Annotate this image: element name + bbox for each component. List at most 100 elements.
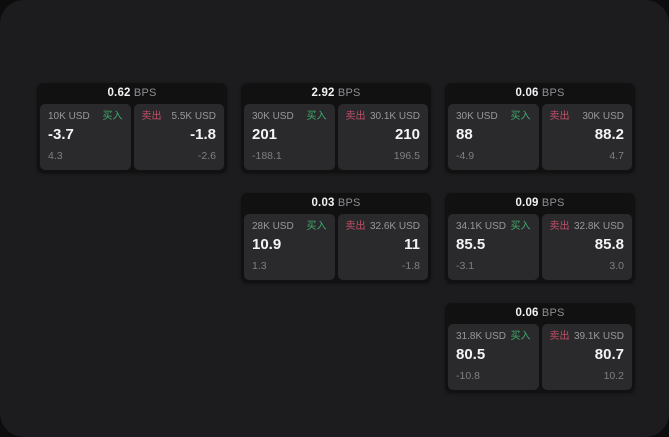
buy-amount-label: 30K USD: [456, 111, 498, 122]
bps-suffix-label: BPS: [337, 87, 361, 99]
buy-panel[interactable]: 30K USD 买入 88 -4.9: [448, 104, 539, 170]
quote-card-body: 30K USD 买入 201 -188.1 卖出 30.1K USD 210 1…: [241, 104, 431, 173]
buy-price-value: -3.7: [48, 126, 74, 143]
sell-amount-label: 32.8K USD: [573, 221, 624, 232]
buy-delta-value: -4.9: [456, 150, 475, 162]
buy-delta-value: 4.3: [48, 150, 63, 162]
bps-value: 0.06: [515, 87, 539, 99]
buy-price-value: 80.5: [456, 346, 486, 363]
buy-delta-value: 1.3: [252, 260, 267, 272]
sell-price-value: 85.8: [594, 236, 624, 253]
sell-panel-header: 卖出 32.8K USD: [550, 221, 625, 233]
bps-header: 0.03 BPS: [241, 193, 431, 214]
buy-price-value: 201: [252, 126, 278, 143]
sell-panel[interactable]: 卖出 32.8K USD 85.8 3.0: [541, 214, 632, 280]
quote-card: 0.06 BPS 30K USD 买入 88 -4.9 卖出 30K USD 8…: [445, 83, 635, 173]
buy-side-label: 买入: [306, 111, 327, 122]
sell-panel-header: 卖出 30.1K USD: [346, 111, 421, 123]
buy-amount-label: 34.1K USD: [456, 221, 507, 232]
bps-suffix-label: BPS: [541, 87, 565, 99]
buy-panel-header: 28K USD 买入: [252, 221, 327, 233]
buy-panel[interactable]: 30K USD 买入 201 -188.1: [244, 104, 335, 170]
sell-price-value: 210: [394, 126, 420, 143]
bps-value: 0.62: [107, 87, 131, 99]
buy-side-label: 买入: [510, 221, 531, 232]
buy-panel-header: 30K USD 买入: [252, 111, 327, 123]
sell-side-label: 卖出: [345, 111, 366, 122]
buy-amount-label: 10K USD: [48, 111, 90, 122]
sell-amount-label: 39.1K USD: [573, 331, 624, 342]
buy-side-label: 买入: [102, 111, 123, 122]
quote-card-body: 30K USD 买入 88 -4.9 卖出 30K USD 88.2 4.7: [445, 104, 635, 173]
bps-header: 2.92 BPS: [241, 83, 431, 104]
bps-value: 2.92: [311, 87, 335, 99]
sell-side-label: 卖出: [549, 111, 570, 122]
buy-panel[interactable]: 31.8K USD 买入 80.5 -10.8: [448, 324, 539, 390]
quote-card: 0.09 BPS 34.1K USD 买入 85.5 -3.1 卖出 32.8K…: [445, 193, 635, 283]
sell-delta-value: 196.5: [393, 150, 420, 162]
sell-panel[interactable]: 卖出 30K USD 88.2 4.7: [541, 104, 632, 170]
sell-side-label: 卖出: [141, 111, 162, 122]
sell-delta-value: 4.7: [609, 150, 624, 162]
sell-panel-header: 卖出 32.6K USD: [346, 221, 421, 233]
sell-amount-label: 30.1K USD: [369, 111, 420, 122]
buy-panel[interactable]: 28K USD 买入 10.9 1.3: [244, 214, 335, 280]
bps-suffix-label: BPS: [337, 197, 361, 209]
sell-panel-header: 卖出 30K USD: [550, 111, 625, 123]
quote-card: 0.62 BPS 10K USD 买入 -3.7 4.3 卖出 5.5K USD…: [37, 83, 227, 173]
sell-panel[interactable]: 卖出 30.1K USD 210 196.5: [337, 104, 428, 170]
buy-side-label: 买入: [306, 221, 327, 232]
buy-side-label: 买入: [510, 111, 531, 122]
sell-delta-value: 3.0: [609, 260, 624, 272]
sell-price-value: -1.8: [190, 126, 216, 143]
buy-amount-label: 31.8K USD: [456, 331, 507, 342]
sell-side-label: 卖出: [345, 221, 366, 232]
sell-price-value: 11: [404, 236, 420, 253]
buy-panel-header: 10K USD 买入: [48, 111, 123, 123]
bps-header: 0.06 BPS: [445, 83, 635, 104]
sell-delta-value: 10.2: [603, 370, 624, 382]
quote-card-body: 31.8K USD 买入 80.5 -10.8 卖出 39.1K USD 80.…: [445, 324, 635, 393]
bps-value: 0.09: [515, 197, 539, 209]
sell-panel[interactable]: 卖出 32.6K USD 11 -1.8: [337, 214, 428, 280]
bps-suffix-label: BPS: [541, 307, 565, 319]
buy-delta-value: -10.8: [456, 370, 480, 382]
buy-panel-header: 31.8K USD 买入: [456, 331, 531, 343]
buy-price-value: 88: [456, 126, 473, 143]
quote-card: 0.03 BPS 28K USD 买入 10.9 1.3 卖出 32.6K US…: [241, 193, 431, 283]
sell-price-value: 80.7: [594, 346, 624, 363]
buy-side-label: 买入: [510, 331, 531, 342]
sell-amount-label: 30K USD: [582, 111, 624, 122]
sell-panel[interactable]: 卖出 5.5K USD -1.8 -2.6: [133, 104, 224, 170]
buy-amount-label: 30K USD: [252, 111, 294, 122]
bps-value: 0.06: [515, 307, 539, 319]
sell-side-label: 卖出: [549, 331, 570, 342]
sell-amount-label: 5.5K USD: [171, 111, 216, 122]
buy-panel-header: 30K USD 买入: [456, 111, 531, 123]
sell-panel[interactable]: 卖出 39.1K USD 80.7 10.2: [541, 324, 632, 390]
bps-header: 0.09 BPS: [445, 193, 635, 214]
sell-side-label: 卖出: [549, 221, 570, 232]
quote-card-body: 34.1K USD 买入 85.5 -3.1 卖出 32.8K USD 85.8…: [445, 214, 635, 283]
buy-delta-value: -3.1: [456, 260, 475, 272]
quote-card: 0.06 BPS 31.8K USD 买入 80.5 -10.8 卖出 39.1…: [445, 303, 635, 393]
buy-panel[interactable]: 34.1K USD 买入 85.5 -3.1: [448, 214, 539, 280]
sell-delta-value: -1.8: [401, 260, 420, 272]
buy-price-value: 10.9: [252, 236, 282, 253]
sell-delta-value: -2.6: [197, 150, 216, 162]
bps-header: 0.62 BPS: [37, 83, 227, 104]
buy-panel[interactable]: 10K USD 买入 -3.7 4.3: [40, 104, 131, 170]
quote-card-body: 10K USD 买入 -3.7 4.3 卖出 5.5K USD -1.8 -2.…: [37, 104, 227, 173]
bps-value: 0.03: [311, 197, 335, 209]
sell-amount-label: 32.6K USD: [369, 221, 420, 232]
quote-card-body: 28K USD 买入 10.9 1.3 卖出 32.6K USD 11 -1.8: [241, 214, 431, 283]
buy-panel-header: 34.1K USD 买入: [456, 221, 531, 233]
buy-delta-value: -188.1: [252, 150, 282, 162]
sell-price-value: 88.2: [594, 126, 624, 143]
sell-panel-header: 卖出 39.1K USD: [550, 331, 625, 343]
quote-card-grid: 0.62 BPS 10K USD 买入 -3.7 4.3 卖出 5.5K USD…: [37, 83, 635, 393]
quote-card: 2.92 BPS 30K USD 买入 201 -188.1 卖出 30.1K …: [241, 83, 431, 173]
bps-suffix-label: BPS: [133, 87, 157, 99]
